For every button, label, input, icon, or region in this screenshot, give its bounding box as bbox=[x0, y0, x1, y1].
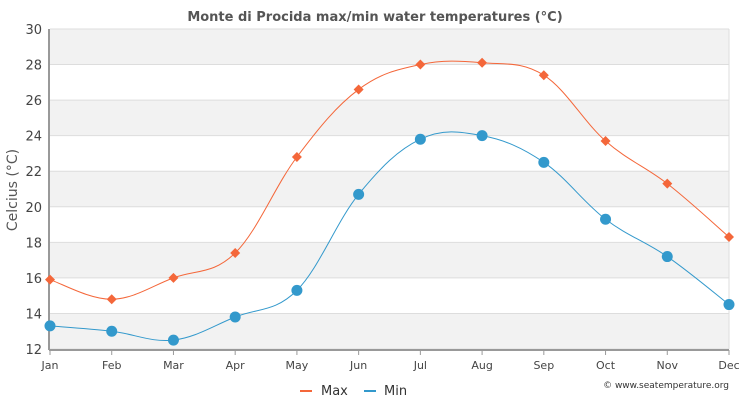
x-tick-label: Sep bbox=[533, 359, 554, 372]
data-point-max[interactable] bbox=[168, 272, 179, 283]
x-tick-label: Nov bbox=[657, 359, 679, 372]
data-point-max[interactable] bbox=[353, 84, 364, 95]
y-tick-label: 12 bbox=[25, 343, 42, 358]
data-point-max[interactable] bbox=[477, 57, 488, 68]
data-point-max[interactable] bbox=[291, 152, 302, 162]
series-line-min bbox=[49, 131, 730, 342]
credit-link[interactable]: © www.seatemperature.org bbox=[603, 381, 729, 391]
series-group bbox=[44, 57, 735, 346]
data-point-max[interactable] bbox=[230, 248, 241, 258]
x-tick-label: Jul bbox=[413, 359, 427, 372]
y-tick-label: 22 bbox=[25, 165, 42, 180]
data-point-min[interactable] bbox=[538, 156, 550, 168]
plot-bands bbox=[50, 29, 729, 349]
data-point-min[interactable] bbox=[600, 213, 612, 225]
data-point-min[interactable] bbox=[229, 311, 241, 323]
y-tick-label: 24 bbox=[25, 130, 42, 145]
x-tick-label: Mar bbox=[163, 359, 184, 372]
data-point-min[interactable] bbox=[291, 284, 303, 296]
data-point-min[interactable] bbox=[661, 251, 673, 263]
data-point-min[interactable] bbox=[106, 325, 118, 337]
x-tick-label: Dec bbox=[718, 359, 739, 372]
y-tick-label: 26 bbox=[25, 94, 42, 109]
y-tick-label: 14 bbox=[25, 307, 42, 322]
y-tick-label: 30 bbox=[25, 23, 42, 38]
data-point-min[interactable] bbox=[414, 133, 426, 145]
x-tick-label: Oct bbox=[596, 359, 616, 372]
plot-band bbox=[50, 100, 729, 136]
y-tick-label: 16 bbox=[25, 272, 42, 287]
data-point-max[interactable] bbox=[662, 178, 673, 189]
chart-title: Monte di Procida max/min water temperatu… bbox=[187, 10, 562, 25]
legend-item-max[interactable]: Max bbox=[300, 384, 348, 399]
x-tick-label: Feb bbox=[102, 359, 121, 372]
data-point-max[interactable] bbox=[600, 136, 611, 146]
legend-max-label: Max bbox=[321, 384, 348, 399]
series-min bbox=[44, 130, 735, 346]
legend-min-label: Min bbox=[384, 384, 407, 399]
data-point-max[interactable] bbox=[538, 70, 549, 81]
data-point-min[interactable] bbox=[723, 299, 735, 311]
data-point-min[interactable] bbox=[167, 334, 179, 346]
x-tick-labels: Jan Feb Mar Apr May Jun Jul Aug Sep Oct Nov Dec bbox=[41, 350, 740, 372]
x-tick-label: Jan bbox=[41, 359, 59, 372]
data-point-max[interactable] bbox=[45, 274, 55, 285]
x-tick-label: Apr bbox=[226, 359, 246, 372]
gridlines bbox=[50, 28, 729, 350]
x-tick-label: May bbox=[286, 359, 309, 372]
plot-band bbox=[50, 29, 729, 65]
y-tick-labels: 12 14 16 18 20 22 24 26 28 30 bbox=[25, 23, 42, 358]
y-axis-label: Celcius (°C) bbox=[5, 149, 21, 231]
y-tick-label: 28 bbox=[25, 59, 42, 74]
data-point-max[interactable] bbox=[724, 232, 734, 242]
data-point-min[interactable] bbox=[44, 320, 56, 332]
y-tick-label: 20 bbox=[25, 201, 42, 216]
series-max bbox=[45, 57, 734, 305]
plot-band bbox=[50, 171, 729, 207]
data-point-max[interactable] bbox=[415, 59, 426, 70]
plot-band bbox=[50, 242, 729, 278]
plot-band bbox=[50, 313, 729, 349]
legend: Max Min bbox=[300, 384, 407, 399]
data-point-min[interactable] bbox=[476, 130, 488, 142]
x-tick-label: Aug bbox=[471, 359, 492, 372]
data-point-max[interactable] bbox=[106, 294, 117, 305]
x-tick-label: Jun bbox=[349, 359, 367, 372]
data-point-min[interactable] bbox=[353, 188, 365, 200]
legend-item-min[interactable]: Min bbox=[364, 384, 407, 399]
y-tick-label: 18 bbox=[25, 236, 42, 251]
